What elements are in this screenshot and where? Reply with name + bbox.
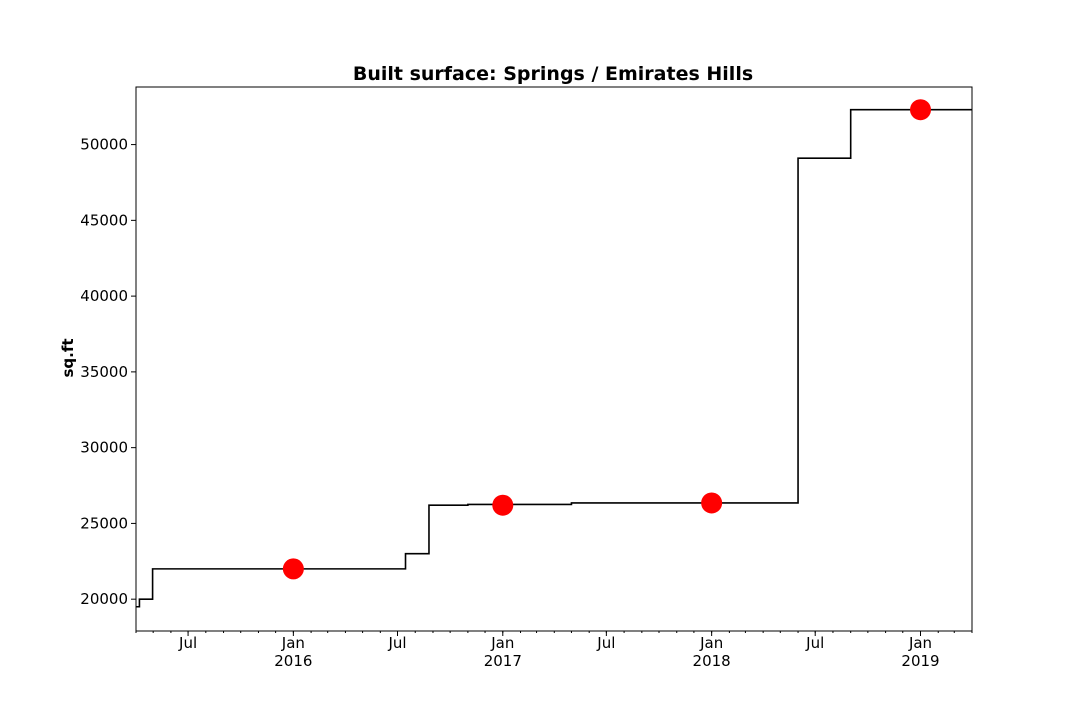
data-point [282,558,304,580]
y-tick-label: 20000 [80,590,128,608]
x-tick-label: Jan [699,634,723,652]
data-point [910,99,932,121]
y-tick-label: 40000 [80,287,128,305]
x-tick-label: Jul [596,634,615,652]
y-tick-label: 25000 [80,514,128,532]
x-tick-label: Jul [178,634,197,652]
y-tick-label: 50000 [80,136,128,154]
plot-area: 20000 25000 30000 35000 40000 45000 50000 Jul Ja… [80,86,973,670]
x-tick-year-label: 2016 [274,652,312,670]
x-tick-label: Jul [387,634,406,652]
series-line [136,108,972,608]
chart-title: Built surface: Springs / Emirates Hills [353,63,753,85]
x-tick-label: Jan [281,634,305,652]
x-tick-label: Jan [908,634,932,652]
x-tick-label: Jul [805,634,824,652]
y-tick-label: 35000 [80,363,128,381]
axes-frame [135,86,973,632]
y-tick-label: 45000 [80,211,128,229]
y-axis-label: sq.ft [59,338,77,377]
x-tick-year-label: 2018 [693,652,731,670]
data-point [492,494,514,516]
y-tick-label: 30000 [80,439,128,457]
x-tick-year-label: 2017 [484,652,522,670]
x-tick-label: Jan [490,634,514,652]
data-point [701,492,723,514]
x-tick-year-label: 2019 [901,652,939,670]
